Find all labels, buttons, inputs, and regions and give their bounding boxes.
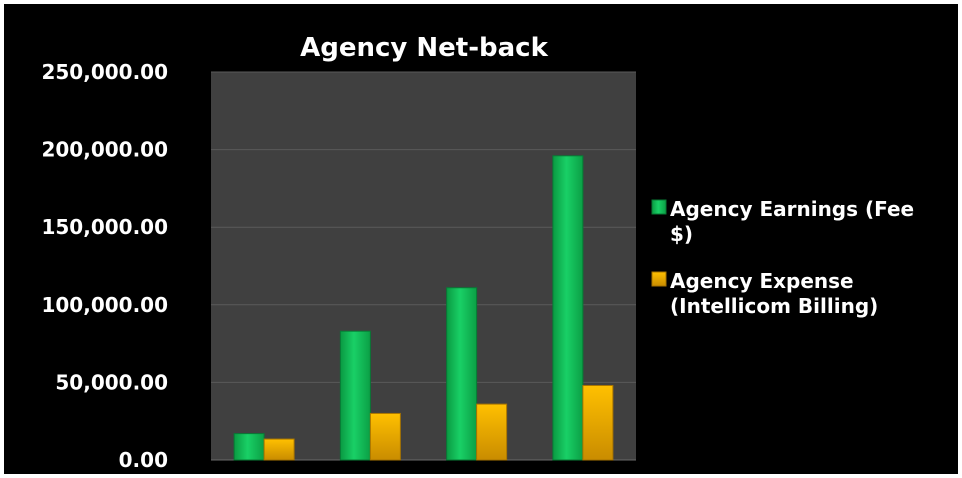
y-tick-label: 200,000.00 <box>41 138 168 162</box>
earnings-bar <box>233 433 265 461</box>
y-tick-label: 50,000.00 <box>55 370 168 394</box>
y-tick-label: 150,000.00 <box>41 215 168 239</box>
earnings-bar <box>339 330 371 461</box>
chart: 0.00 50,000.00 100,000.00 150,000.00 200,000… <box>41 33 914 472</box>
chart-title: Agency Net-back <box>300 33 548 63</box>
earnings-bar <box>446 287 478 461</box>
expense-bar <box>263 438 295 461</box>
y-tick-label: 250,000.00 <box>41 60 168 84</box>
legend-label: Agency Expense (Intellicom Billing) <box>670 269 878 318</box>
y-tick-label: 100,000.00 <box>41 293 168 317</box>
legend-swatch <box>651 199 667 215</box>
chart-frame: 0.00 50,000.00 100,000.00 150,000.00 200,000… <box>4 4 958 474</box>
expense-bar <box>476 403 508 461</box>
expense-bar <box>582 385 614 461</box>
legend: Agency Earnings (Fee $) Agency Expense (Int… <box>651 197 914 318</box>
bars <box>233 155 614 461</box>
legend-label: Agency Earnings (Fee $) <box>670 197 914 246</box>
y-axis: 0.00 50,000.00 100,000.00 150,000.00 200,000… <box>41 60 636 472</box>
y-tick-label: 0.00 <box>119 448 168 472</box>
legend-swatch <box>651 271 667 287</box>
earnings-bar <box>552 155 584 461</box>
expense-bar <box>369 412 401 461</box>
